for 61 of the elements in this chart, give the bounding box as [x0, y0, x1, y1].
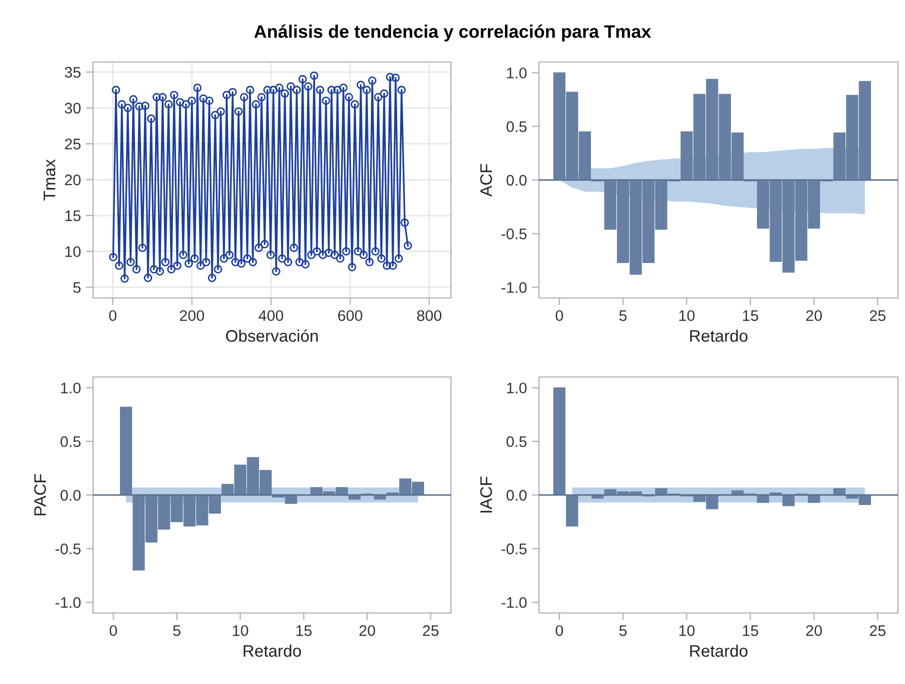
y-axis-title: ACF	[480, 164, 492, 197]
x-tick-label: 5	[619, 310, 627, 322]
bar	[756, 494, 770, 503]
y-tick-label: 1.0	[61, 382, 81, 394]
x-tick-label: 15	[742, 310, 758, 322]
x-tick-label: 0	[556, 310, 564, 322]
y-tick-label: 15	[65, 210, 81, 222]
bar	[833, 488, 846, 496]
bar	[566, 494, 578, 526]
y-tick-label: 0.5	[506, 436, 527, 448]
y-tick-label: 0.0	[506, 174, 527, 186]
x-axis-title: Observación	[226, 329, 318, 342]
y-axis-title: IACF	[480, 476, 492, 512]
y-tick-label: 20	[64, 174, 81, 186]
bar	[808, 494, 820, 503]
y-tick-label: -1.0	[502, 597, 527, 608]
y-tick-label: 10	[65, 246, 81, 258]
y-tick-label: -0.5	[502, 228, 527, 240]
y-tick-label: 5	[73, 282, 81, 293]
y-tick-label: -0.5	[56, 544, 81, 554]
y-tick-label: -1.0	[56, 597, 81, 608]
x-axis-title: Retardo	[244, 644, 301, 657]
bar	[553, 387, 566, 496]
bar	[782, 494, 795, 506]
x-tick-label: 15	[296, 625, 312, 636]
y-tick-label: 0.5	[60, 436, 81, 448]
x-tick-label: 10	[679, 310, 695, 322]
y-tick-label: -1.0	[502, 282, 527, 293]
x-tick-label: 0	[109, 310, 116, 322]
x-axis-title: Retardo	[690, 330, 748, 342]
x-tick-label: 600	[338, 310, 362, 322]
y-tick-label: 35	[64, 66, 81, 78]
x-axis-title: Retardo	[690, 644, 748, 657]
chart-title: Análisis de tendencia y correlación para Tmax	[254, 24, 652, 42]
x-tick-label: 200	[180, 310, 204, 322]
y-tick-label: 0.0	[60, 490, 81, 501]
y-axis-title: PACF	[34, 474, 46, 516]
x-tick-label: 0	[556, 625, 564, 636]
x-tick-label: 5	[619, 625, 627, 636]
bar	[120, 406, 132, 496]
x-tick-label: 15	[742, 625, 758, 636]
x-tick-label: 20	[359, 625, 376, 636]
x-tick-label: 25	[870, 625, 886, 636]
y-tick-label: 0.0	[506, 490, 527, 501]
x-tick-label: 20	[806, 310, 822, 322]
x-tick-label: 0	[110, 625, 117, 636]
y-tick-label: -0.5	[502, 544, 527, 554]
y-axis-title: Tmax	[44, 159, 56, 200]
x-tick-label: 25	[422, 625, 439, 636]
x-tick-label: 800	[417, 310, 442, 322]
y-tick-label: 30	[64, 102, 81, 114]
x-tick-label: 10	[679, 625, 695, 636]
y-tick-label: 1.0	[507, 68, 527, 78]
y-tick-label: 0.5	[506, 121, 527, 132]
x-tick-label: 5	[173, 625, 180, 636]
y-tick-label: 1.0	[507, 382, 527, 394]
y-tick-label: 25	[64, 138, 81, 150]
x-tick-label: 400	[258, 310, 284, 322]
x-tick-label: 10	[232, 625, 248, 636]
x-tick-label: 25	[870, 310, 886, 322]
x-tick-label: 20	[806, 625, 822, 636]
